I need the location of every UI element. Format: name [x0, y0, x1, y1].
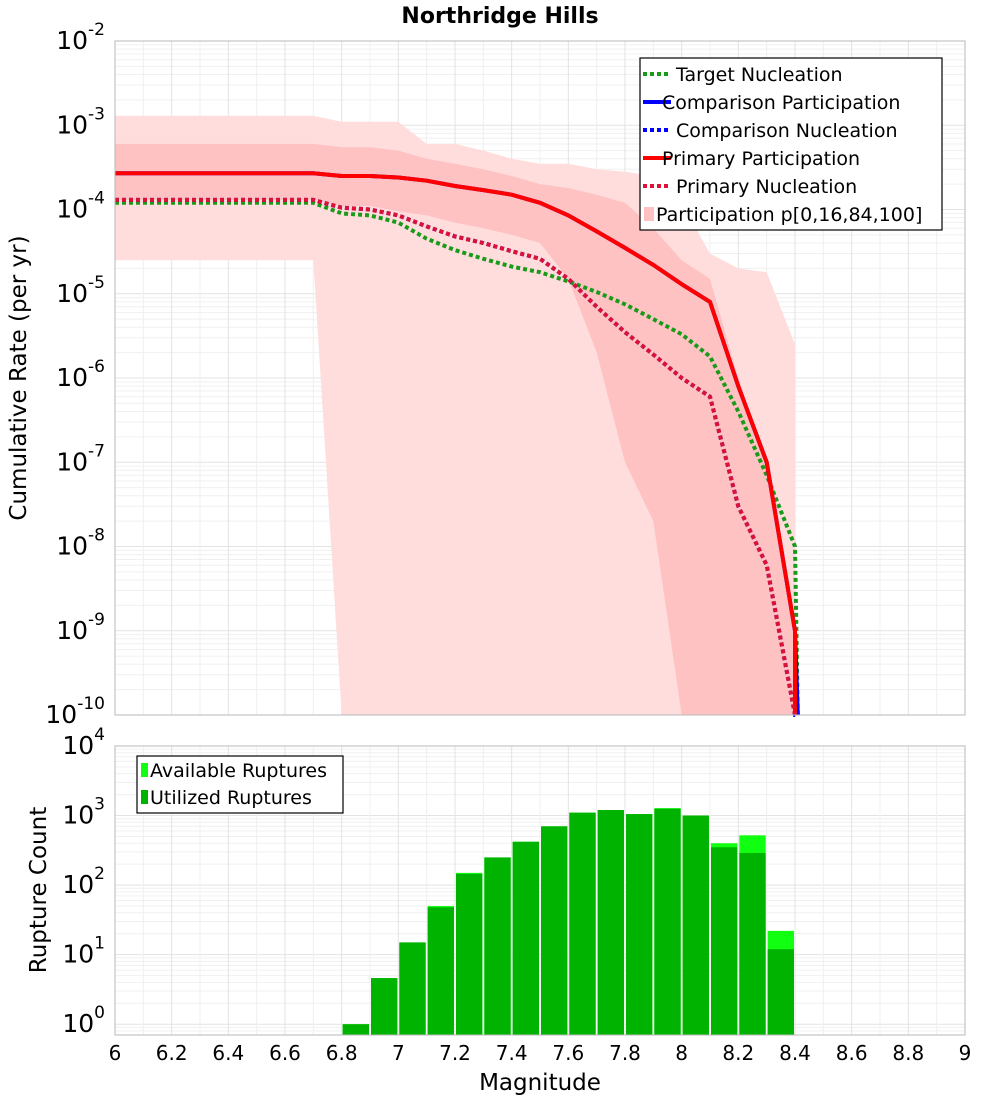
x-tick-label: 6.8: [326, 1041, 358, 1065]
legend-label: Comparison Nucleation: [676, 120, 898, 142]
count-y-tick-labels: 104 103 102 101 100: [62, 725, 105, 1038]
bar-utilized: [569, 812, 596, 1035]
x-tick-label: 8: [675, 1041, 688, 1065]
count-bars: [342, 808, 794, 1035]
rate-y-tick-label: 10-6: [56, 357, 105, 392]
bar-utilized: [456, 873, 483, 1035]
count-legend: Available Ruptures Utilized Ruptures: [136, 755, 344, 814]
bar-utilized: [767, 949, 794, 1035]
x-tick-label: 6.2: [156, 1041, 188, 1065]
legend-label: Available Ruptures: [150, 760, 327, 782]
count-legend-box: [136, 755, 344, 814]
bar-utilized: [597, 810, 624, 1035]
legend-label: Target Nucleation: [675, 64, 843, 86]
x-tick-label: 6.6: [269, 1041, 301, 1065]
x-tick-label: 6: [109, 1041, 122, 1065]
bar-utilized: [654, 808, 681, 1035]
bar-utilized: [427, 907, 454, 1035]
legend-label: Comparison Participation: [662, 92, 900, 114]
legend-label: Participation p[0,16,84,100]: [656, 204, 922, 226]
series-line-primary-participation: [115, 171, 797, 715]
bar-utilized: [739, 852, 766, 1035]
rate-legend: Target Nucleation Comparison Participatio…: [639, 57, 943, 231]
bar-utilized: [399, 942, 426, 1035]
bar-utilized: [682, 815, 709, 1035]
rate-y-tick-label: 10-3: [56, 104, 105, 139]
rate-y-tick-label: 10-10: [45, 694, 105, 729]
x-tick-label: 9: [959, 1041, 972, 1065]
count-y-tick-label: 100: [62, 1003, 105, 1038]
x-tick-label: 8.4: [779, 1041, 811, 1065]
rate-series-lines: [115, 171, 800, 717]
x-axis-label: Magnitude: [479, 1070, 601, 1096]
rate-panel: 10-2 10-3 10-4 10-5 10-6 10-7 10-8 10-9 10-10 Cu…: [6, 20, 966, 729]
rate-legend-box: [639, 57, 943, 231]
count-y-tick-label: 101: [62, 934, 105, 969]
participation-bands: [115, 115, 795, 715]
chart-title: Northridge Hills: [401, 4, 598, 29]
x-tick-label: 7.4: [496, 1041, 528, 1065]
series-line-primary-nucleation: [115, 197, 797, 716]
rate-y-tick-label: 10-5: [56, 273, 105, 308]
rate-y-tick-label: 10-9: [56, 610, 105, 645]
bar-utilized: [371, 978, 398, 1035]
bar-utilized: [711, 847, 738, 1035]
legend-label: Primary Nucleation: [676, 176, 857, 198]
legend-label: Utilized Ruptures: [150, 787, 312, 809]
rate-y-axis-label: Cumulative Rate (per yr): [6, 235, 32, 520]
count-y-axis-label: Rupture Count: [26, 807, 52, 973]
band-p16-p84: [115, 143, 795, 715]
series-line-target-nucleation: [115, 200, 800, 716]
rate-y-tick-label: 10-7: [56, 441, 105, 476]
rate-y-tick-label: 10-4: [56, 189, 105, 224]
bar-utilized: [342, 1024, 369, 1035]
count-y-tick-label: 103: [62, 795, 105, 830]
legend-swatch: [141, 763, 148, 777]
x-tick-label: 8.6: [836, 1041, 868, 1065]
rate-y-tick-label: 10-2: [56, 20, 105, 55]
legend-swatch: [141, 790, 148, 804]
x-tick-label: 7.8: [609, 1041, 641, 1065]
x-tick-label: 8.2: [722, 1041, 754, 1065]
x-tick-label: 7.6: [552, 1041, 584, 1065]
bar-utilized: [626, 814, 653, 1035]
bar-utilized: [541, 826, 568, 1035]
x-tick-label: 7.2: [439, 1041, 471, 1065]
count-y-tick-label: 104: [62, 725, 105, 760]
count-panel: 104 103 102 101 100 6 6.2 6.4 6.6 6.8 7 7.2 7.4 7.6 7…: [26, 725, 971, 1096]
x-tick-label: 7: [392, 1041, 405, 1065]
count-y-tick-label: 102: [62, 864, 105, 899]
count-plot-frame: [114, 745, 966, 1036]
x-tick-labels: 6 6.2 6.4 6.6 6.8 7 7.2 7.4 7.6 7.8 8 8.2 8.4 8.6 8.8 9: [109, 1041, 972, 1065]
rate-y-tick-label: 10-8: [56, 526, 105, 561]
bar-utilized: [512, 841, 539, 1035]
legend-swatch: [644, 207, 654, 221]
rate-plot-frame: [114, 40, 966, 716]
rate-y-tick-labels: 10-2 10-3 10-4 10-5 10-6 10-7 10-8 10-9 10-10: [45, 20, 105, 729]
x-tick-label: 6.4: [212, 1041, 244, 1065]
bar-utilized: [484, 857, 511, 1035]
x-tick-label: 8.8: [892, 1041, 924, 1065]
legend-label: Primary Participation: [662, 148, 860, 170]
